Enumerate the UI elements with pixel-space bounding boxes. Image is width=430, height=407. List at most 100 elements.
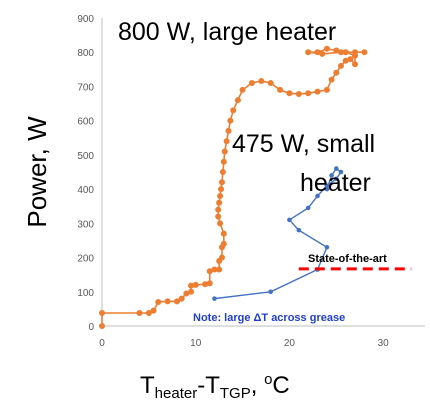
- data-point: [342, 49, 349, 56]
- y-tick-label: 300: [77, 219, 94, 230]
- data-point: [217, 192, 224, 199]
- data-point: [333, 166, 339, 171]
- data-point: [218, 179, 225, 186]
- series-large-heater: [99, 45, 368, 329]
- data-point: [337, 49, 344, 56]
- data-point: [219, 169, 226, 175]
- data-point: [328, 76, 335, 83]
- data-point: [267, 80, 274, 87]
- data-point: [183, 290, 190, 297]
- data-point: [324, 183, 330, 188]
- data-point: [342, 57, 349, 64]
- data-point: [223, 138, 230, 145]
- x-title-t1: T: [140, 372, 155, 399]
- data-point: [287, 217, 292, 223]
- large-heater-label: 800 W, large heater: [118, 18, 336, 46]
- data-point: [225, 127, 232, 134]
- data-point: [155, 299, 162, 306]
- y-tick-labels: 0 100 200 300 400 500 600 700 800 900: [77, 14, 94, 333]
- data-point: [220, 158, 227, 165]
- data-point: [333, 176, 339, 182]
- data-point: [239, 86, 246, 93]
- x-tick-label: 0: [99, 338, 105, 349]
- data-point: [323, 45, 330, 52]
- series-plot: [99, 45, 368, 329]
- y-tick-label: 400: [77, 185, 94, 196]
- data-point: [361, 49, 368, 56]
- x-title-sup: o: [264, 371, 272, 388]
- data-point: [248, 80, 255, 87]
- data-point: [319, 50, 326, 57]
- small-heater-label-line1: 475 W, small: [232, 130, 375, 158]
- data-point: [295, 90, 302, 97]
- y-tick-label: 500: [77, 151, 94, 162]
- data-point: [206, 280, 213, 287]
- y-tick-label: 0: [88, 322, 94, 333]
- data-point: [221, 148, 228, 155]
- data-point: [305, 205, 311, 211]
- data-point: [220, 240, 227, 247]
- x-title-unit: C: [272, 372, 289, 399]
- data-point: [286, 90, 293, 97]
- data-point: [215, 206, 222, 213]
- x-axis-title: Theater-TTGP, oC: [140, 371, 290, 402]
- series-line: [101, 47, 365, 326]
- data-point: [314, 49, 321, 56]
- data-point: [227, 117, 234, 124]
- data-point: [188, 288, 195, 295]
- data-point: [99, 323, 105, 329]
- data-point: [164, 298, 171, 305]
- data-point: [333, 47, 340, 54]
- x-tick-labels: 0 10 20 30: [99, 338, 389, 349]
- note-annotation: Note: large ΔT across grease: [193, 312, 345, 324]
- data-point: [206, 268, 213, 275]
- small-heater-label-line2: heater: [300, 169, 371, 197]
- data-point: [315, 193, 320, 199]
- data-point: [150, 307, 157, 314]
- data-point: [337, 62, 344, 69]
- data-point: [296, 227, 302, 233]
- data-point: [192, 281, 199, 288]
- data-point: [230, 107, 237, 114]
- data-point: [218, 186, 225, 193]
- data-point: [178, 295, 185, 302]
- data-point: [305, 49, 312, 56]
- data-point: [268, 289, 273, 295]
- x-title-sub2: TGP: [220, 385, 251, 402]
- data-point: [329, 173, 334, 178]
- data-point: [333, 69, 340, 76]
- data-point: [173, 298, 180, 305]
- data-point: [352, 61, 359, 68]
- series-small-heater: [212, 166, 344, 301]
- data-point: [352, 49, 359, 56]
- y-tick-label: 800: [77, 48, 94, 59]
- data-point: [145, 309, 152, 316]
- y-axis-title: Power, W: [22, 116, 52, 228]
- data-point: [217, 220, 224, 227]
- data-point: [234, 97, 241, 104]
- data-point: [216, 199, 223, 206]
- y-tick-label: 100: [77, 288, 94, 299]
- data-point: [202, 281, 209, 288]
- data-point: [215, 213, 222, 220]
- data-point: [323, 86, 330, 93]
- x-tick-label: 10: [190, 338, 202, 349]
- x-title-unit-pre: ,: [251, 372, 264, 399]
- data-point: [347, 56, 354, 63]
- data-point: [99, 309, 105, 316]
- x-tick-label: 30: [378, 338, 390, 349]
- y-tick-label: 600: [77, 117, 94, 128]
- data-point: [216, 266, 223, 273]
- data-point: [305, 90, 312, 97]
- data-point: [324, 186, 330, 192]
- data-point: [324, 244, 330, 250]
- data-point: [211, 266, 218, 273]
- x-title-mid: -T: [197, 372, 220, 399]
- state-of-the-art-label: State-of-the-art: [308, 253, 387, 265]
- y-tick-label: 700: [77, 82, 94, 93]
- data-point: [338, 169, 344, 175]
- y-tick-label: 900: [77, 14, 94, 25]
- x-title-sub1: heater: [155, 385, 198, 402]
- data-point: [277, 86, 284, 93]
